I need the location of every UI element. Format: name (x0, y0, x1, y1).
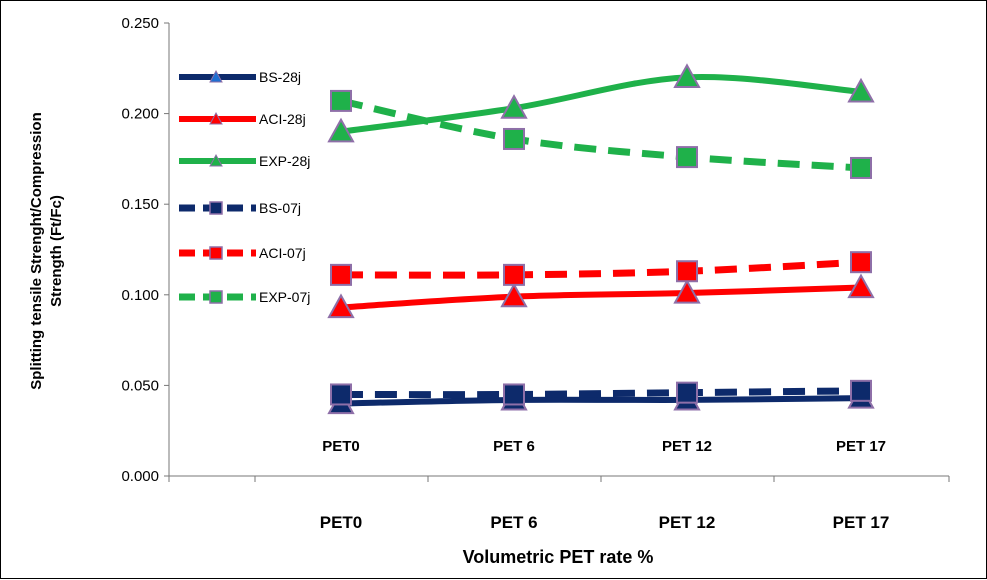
point-bs-07j (676, 381, 698, 404)
legend-swatch-marker (209, 153, 223, 167)
y-tick-label: 0.050 (121, 377, 159, 394)
category-labels-bottom: PET0 PET 6 PET 12 PET 17 (320, 513, 890, 532)
y-axis-title: Splitting tensile Strenght/Compression S… (28, 112, 65, 390)
point-aci-28j (500, 282, 528, 308)
legend-swatch-marker (209, 201, 223, 215)
point-exp-07j (330, 89, 352, 112)
point-bs-07j (330, 383, 352, 406)
category-label-inner: PET 6 (493, 438, 535, 455)
legend-item-bs-28j: BS-28j (179, 69, 301, 85)
series-line-exp-28j (340, 74, 862, 135)
series-line-bs-28j (340, 395, 862, 407)
category-label: PET 12 (659, 513, 716, 532)
legend-swatch-marker (209, 290, 223, 304)
legend-swatch-marker (209, 69, 223, 83)
point-exp-07j (850, 156, 872, 179)
point-exp-07j (503, 127, 525, 150)
legend-swatch-marker (209, 246, 223, 260)
legend-item-aci-28j: ACI-28j (179, 111, 306, 127)
point-exp-28j (327, 117, 355, 143)
category-label: PET 17 (833, 513, 890, 532)
point-aci-07j (503, 263, 525, 286)
point-exp-28j (500, 94, 528, 119)
legend-item-aci-07j: ACI-07j (179, 245, 306, 261)
y-axis-title-line1: Splitting tensile Strenght/Compression (28, 112, 45, 390)
point-exp-07j (676, 146, 698, 169)
legend-label: BS-07j (259, 200, 301, 216)
legend-label: EXP-28j (259, 153, 310, 169)
y-tick-labels: 0.000 0.050 0.100 0.150 0.200 0.250 (121, 15, 159, 485)
y-tick-label: 0.150 (121, 196, 159, 213)
y-tick-label: 0.100 (121, 287, 159, 304)
point-bs-07j (850, 379, 872, 402)
legend: BS-28j ACI-28j EXP-28j BS-07j ACI-07j EXP-07j (179, 69, 310, 305)
x-axis-title: Volumetric PET rate % (463, 547, 654, 567)
category-label-inner: PET0 (322, 438, 360, 455)
legend-label: ACI-28j (259, 111, 306, 127)
y-tick-label: 0.250 (121, 15, 159, 32)
point-bs-07j (503, 383, 525, 406)
category-label: PET0 (320, 513, 363, 532)
point-aci-07j (850, 251, 872, 274)
series-markers (327, 63, 875, 415)
point-aci-28j (327, 293, 355, 319)
point-aci-07j (676, 260, 698, 283)
point-aci-07j (330, 263, 352, 286)
series-line-aci-28j (340, 284, 862, 311)
series-line-exp-07j (340, 97, 862, 172)
point-aci-28j (673, 278, 701, 304)
point-exp-28j (673, 63, 701, 88)
point-exp-28j (847, 77, 875, 103)
series-line-aci-07j (340, 258, 862, 279)
series-lines (340, 74, 862, 407)
y-tick-label: 0.000 (121, 468, 159, 485)
y-tick-label: 0.200 (121, 106, 159, 123)
legend-item-exp-07j: EXP-07j (179, 289, 310, 305)
category-labels-inner: PET0 PET 6 PET 12 PET 17 (322, 438, 886, 455)
category-label-inner: PET 12 (662, 438, 712, 455)
legend-label: ACI-07j (259, 245, 306, 261)
axes (164, 22, 950, 482)
y-axis-title-line2: Strength (Ft/Fc) (48, 195, 65, 307)
legend-item-exp-28j: EXP-28j (179, 153, 310, 169)
category-label-inner: PET 17 (836, 438, 886, 455)
legend-label: BS-28j (259, 69, 301, 85)
point-aci-28j (847, 273, 875, 299)
legend-swatch-marker (209, 111, 223, 125)
series-line-bs-07j (340, 387, 862, 399)
legend-label: EXP-07j (259, 289, 310, 305)
legend-item-bs-07j: BS-07j (179, 200, 301, 216)
category-label: PET 6 (490, 513, 537, 532)
